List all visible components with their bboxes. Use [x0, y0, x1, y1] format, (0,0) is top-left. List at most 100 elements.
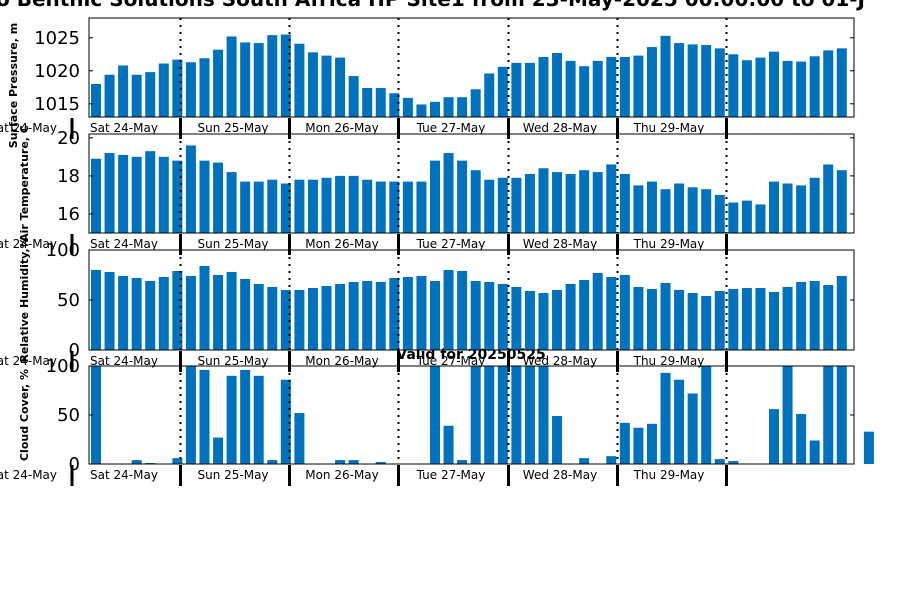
y-tick-label: 1020 — [34, 61, 80, 82]
bar-mark — [836, 48, 847, 117]
bar-mark — [701, 189, 712, 233]
day-label: Tue 27-May — [416, 121, 486, 135]
bar-mark — [362, 87, 373, 117]
bar-mark — [348, 175, 359, 233]
bar-mark — [213, 162, 224, 233]
bar-mark — [402, 277, 413, 350]
bar-mark — [321, 286, 332, 350]
bar-mark — [809, 56, 820, 117]
bar-mark — [619, 56, 630, 117]
bar-mark — [470, 170, 481, 233]
y-tick-label: 1015 — [34, 94, 80, 115]
bar-mark — [240, 42, 251, 117]
bar-mark — [823, 366, 834, 464]
bar-mark — [552, 172, 563, 233]
bar-mark — [524, 366, 535, 464]
bar-mark — [579, 170, 590, 233]
y-tick-label: 100 — [46, 356, 80, 377]
bar-mark — [294, 413, 305, 464]
bar-mark — [145, 151, 156, 233]
bar-mark — [660, 372, 671, 464]
bar-mark — [430, 281, 440, 350]
bar-mark — [619, 422, 630, 464]
bar-mark — [158, 277, 169, 350]
bar-mark — [348, 282, 359, 350]
bar-mark — [524, 291, 535, 350]
bar-mark — [497, 66, 508, 117]
bar-mark — [280, 183, 291, 233]
bar-mark — [728, 54, 739, 117]
bar-mark — [484, 366, 495, 464]
bar-mark — [796, 282, 807, 350]
bar-mark — [497, 284, 508, 350]
bar-mark — [660, 35, 671, 117]
day-label: Wed 28-May — [523, 121, 597, 135]
day-label: Thu 29-May — [633, 237, 705, 251]
bar-mark — [307, 179, 318, 233]
y-tick-label: 20 — [57, 128, 80, 149]
bar-mark — [185, 366, 196, 464]
bar-mark — [701, 296, 712, 350]
bar-mark — [674, 43, 685, 117]
bar-mark — [457, 271, 468, 350]
bar-mark — [267, 460, 278, 464]
bar-mark — [226, 375, 237, 464]
day-label: Tue 27-May — [416, 468, 486, 482]
bar-mark — [741, 288, 752, 350]
day-label: Sun 25-May — [197, 121, 268, 135]
y-axis-label: Cloud Cover, % — [18, 369, 31, 461]
bar-mark — [687, 187, 698, 233]
bar-mark — [213, 275, 224, 350]
bar-mark — [497, 177, 508, 233]
bar-mark — [267, 35, 278, 117]
bar-mark — [524, 62, 535, 117]
bar-mark — [809, 440, 820, 464]
bar-mark — [633, 427, 644, 464]
plot-frame — [88, 133, 855, 234]
bar-mark — [335, 284, 346, 350]
bar-mark — [606, 56, 617, 117]
bar-mark — [335, 460, 346, 464]
bar-mark — [687, 293, 698, 350]
bar-mark — [782, 366, 793, 464]
bar-mark — [158, 156, 169, 233]
day-label: Mon 26-May — [305, 237, 379, 251]
bar-mark — [484, 73, 495, 117]
y-tick-label: 50 — [57, 405, 80, 426]
bar-mark — [782, 183, 793, 233]
bar-mark — [633, 55, 644, 117]
bar-mark — [796, 414, 807, 464]
bar-mark — [280, 34, 291, 117]
y-tick-label: 16 — [57, 204, 80, 225]
bar-mark — [769, 51, 779, 117]
bar-mark — [375, 181, 386, 233]
bar-mark — [443, 153, 454, 233]
bar-mark — [348, 460, 359, 464]
bar-mark — [185, 62, 196, 117]
bar-mark — [579, 66, 590, 117]
bar-mark — [606, 277, 617, 350]
bar-mark — [701, 45, 712, 118]
bar-mark — [836, 276, 847, 350]
bar-mark — [511, 287, 522, 350]
bar-mark — [674, 290, 685, 350]
day-label: Sun 25-May — [197, 468, 268, 482]
bar-mark — [145, 72, 156, 117]
bar-mark — [728, 202, 739, 233]
bar-mark — [335, 175, 346, 233]
bar-mark — [646, 47, 657, 117]
bar-mark — [511, 366, 522, 464]
bar-mark — [674, 379, 685, 464]
bar-mark — [375, 462, 386, 464]
bar-mark — [524, 173, 535, 233]
day-label: Wed 28-May — [523, 237, 597, 251]
day-label: Wed 28-May — [523, 354, 597, 368]
bar-mark — [728, 289, 739, 350]
y-axis-label: Surface Pressure, m — [7, 23, 20, 148]
bar-mark — [104, 272, 115, 350]
edge-day-label: at 24-May — [0, 121, 57, 135]
bar-mark — [335, 57, 346, 117]
bar-mark — [430, 366, 440, 464]
bar-mark — [470, 366, 481, 464]
bar-mark — [91, 270, 101, 350]
